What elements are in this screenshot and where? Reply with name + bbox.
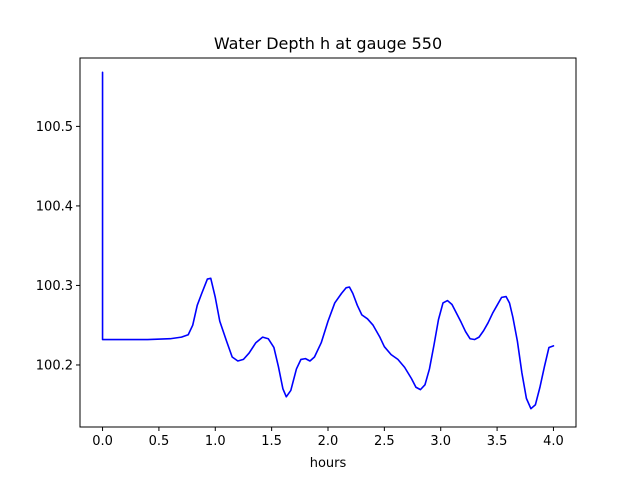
y-tick-label: 100.4 [36, 199, 73, 214]
series-group [101, 71, 555, 410]
x-tick-label: 1.0 [205, 434, 226, 449]
y-tick-label: 100.3 [36, 279, 73, 294]
x-tick-label: 3.5 [487, 434, 508, 449]
y-tick-label: 100.2 [36, 358, 73, 373]
x-tick-label: 0.0 [92, 434, 113, 449]
series-line-0 [101, 71, 555, 410]
x-tick-label: 3.0 [430, 434, 451, 449]
x-tick-label: 0.5 [149, 434, 170, 449]
x-tick-label: 2.5 [374, 434, 395, 449]
chart-title: Water Depth h at gauge 550 [214, 34, 442, 53]
x-axis: 0.0 0.5 1.0 1.5 2.0 2.5 3.0 3.5 4.0 [92, 427, 564, 449]
x-tick-label: 4.0 [543, 434, 564, 449]
x-axis-label: hours [310, 456, 347, 471]
plot-frame [79, 57, 577, 428]
y-tick-label: 100.5 [36, 120, 73, 135]
x-tick-label: 2.0 [318, 434, 339, 449]
y-axis: 100.2 100.3 100.4 100.5 [36, 120, 80, 373]
x-tick-label: 1.5 [261, 434, 282, 449]
